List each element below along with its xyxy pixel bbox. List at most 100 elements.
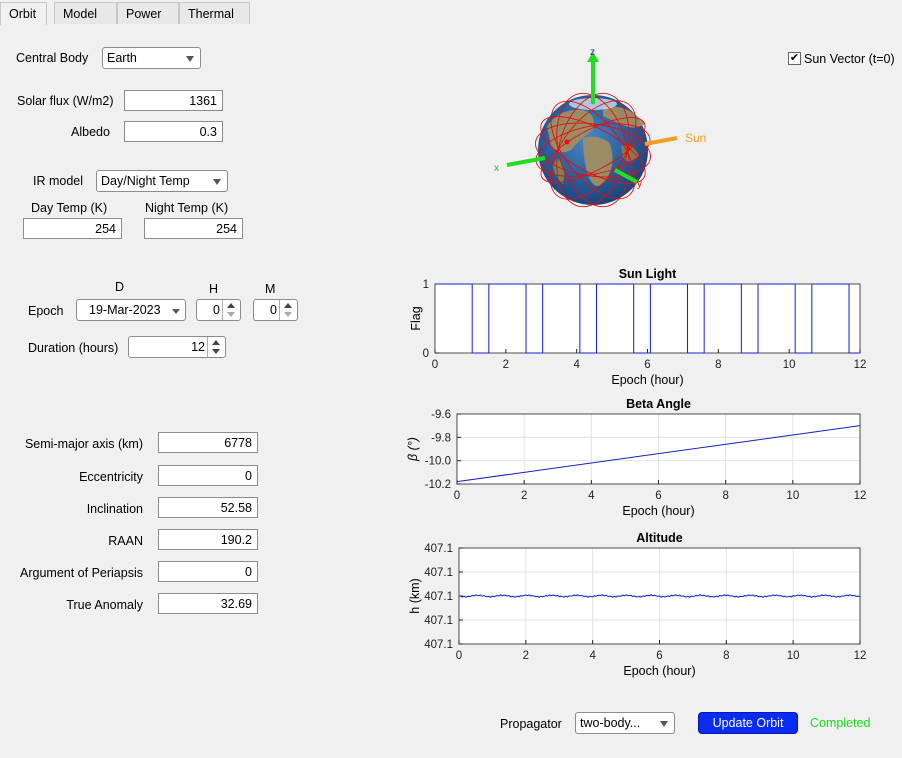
y-axis-label: β (°) (406, 437, 420, 462)
decrement-icon[interactable] (212, 349, 220, 354)
x-tick-label: 4 (573, 359, 580, 371)
check-icon: ✔ (789, 52, 800, 64)
x-tick-label: 0 (432, 359, 438, 371)
ta-label: True Anomaly (66, 598, 143, 612)
ecc-field[interactable]: 0 (158, 465, 258, 486)
night-temp-field[interactable]: 254 (144, 218, 243, 239)
x-tick-label: 2 (503, 359, 509, 371)
update-orbit-button[interactable]: Update Orbit (698, 712, 798, 734)
tab-model[interactable]: Model (54, 2, 117, 24)
x-axis-label: Epoch (hour) (623, 664, 695, 678)
x-tick-label: 4 (588, 490, 595, 502)
x-tick-label: 8 (723, 650, 729, 662)
y-axis-label: h (km) (408, 578, 422, 613)
stepper-buttons (207, 337, 225, 357)
sun-label: Sun (685, 131, 706, 145)
chart-title: Beta Angle (626, 397, 691, 411)
orbit-globe-view[interactable]: z x y Sun (485, 38, 725, 218)
duration-label: Duration (hours) (28, 341, 119, 355)
decrement-icon[interactable] (227, 312, 235, 317)
argp-field[interactable]: 0 (158, 561, 258, 582)
tab-model-label: Model (63, 7, 98, 21)
charts-area: 0 2 4 6 8 10 12 0 1 Sun Light Epoch (hour) Flag 0 2 4 6… (406, 267, 867, 678)
y-axis (614, 168, 638, 184)
y-tick-label: 407.1 (424, 543, 453, 555)
y-tick-label: 407.1 (424, 639, 453, 651)
duration-value: 12 (191, 340, 205, 354)
y-tick-label: 1 (423, 279, 429, 291)
chart-0: 0 2 4 6 8 10 12 0 1 Sun Light Epoch (hour) Flag (409, 267, 866, 387)
chevron-down-icon (186, 56, 194, 62)
decrement-icon[interactable] (284, 312, 292, 317)
sun-vector-checkbox[interactable]: ✔ (788, 52, 801, 65)
y-tick-label: -10.0 (425, 456, 451, 468)
ta-field[interactable]: 32.69 (158, 593, 258, 614)
y-axis-label: y (637, 179, 642, 190)
series-line (456, 425, 861, 483)
x-tick-label: 2 (521, 490, 527, 502)
x-tick-label: 10 (786, 490, 799, 502)
y-axis-label: Flag (409, 306, 423, 330)
day-temp-field[interactable]: 254 (23, 218, 122, 239)
epoch-date-picker[interactable]: 19-Mar-2023 (76, 299, 186, 321)
minute-column-label: M (265, 282, 276, 296)
x-tick-label: 6 (656, 650, 662, 662)
x-tick-label: 10 (787, 650, 800, 662)
tab-thermal[interactable]: Thermal (179, 2, 250, 24)
z-axis-arrow-icon (587, 52, 599, 62)
tab-power[interactable]: Power (117, 2, 179, 24)
day-temp-label: Day Temp (K) (31, 201, 108, 215)
duration-stepper[interactable]: 12 (128, 336, 226, 358)
chevron-down-icon (213, 179, 221, 185)
ir-model-dropdown[interactable]: Day/Night Temp (96, 170, 228, 192)
raan-field[interactable]: 190.2 (158, 529, 258, 550)
night-temp-label: Night Temp (K) (145, 201, 229, 215)
central-body-label: Central Body (16, 51, 89, 65)
solar-flux-label: Solar flux (W/m2) (17, 94, 114, 108)
propagator-dropdown[interactable]: two-body... (575, 712, 675, 734)
y-tick-label: -9.6 (431, 409, 451, 421)
increment-icon[interactable] (284, 303, 292, 308)
propagator-label: Propagator (500, 717, 562, 731)
sun-vector-label: Sun Vector (t=0) (804, 52, 895, 66)
x-tick-label: 12 (854, 650, 867, 662)
series-line (435, 283, 860, 354)
increment-icon[interactable] (227, 303, 235, 308)
x-tick-label: 2 (523, 650, 529, 662)
tab-thermal-label: Thermal (188, 7, 234, 21)
y-tick-label: 407.1 (424, 615, 453, 627)
tab-orbit[interactable]: Orbit (0, 2, 47, 26)
albedo-field[interactable]: 0.3 (124, 121, 223, 142)
x-tick-label: 8 (715, 359, 721, 371)
chart-2: 0 2 4 6 8 10 12 407.1 407.1 407.1 407.1 407.1 Altitu… (408, 531, 866, 678)
tab-orbit-label: Orbit (9, 7, 37, 21)
epoch-minute-stepper[interactable]: 0 (253, 299, 298, 321)
albedo-label: Albedo (71, 125, 110, 139)
central-body-value: Earth (107, 51, 137, 65)
x-tick-label: 12 (854, 359, 867, 371)
central-body-dropdown[interactable]: Earth (102, 47, 201, 69)
ir-model-label: IR model (33, 174, 84, 188)
x-tick-label: 8 (722, 490, 728, 502)
inc-field[interactable]: 52.58 (158, 497, 258, 518)
z-axis-label: z (590, 47, 595, 58)
sma-field[interactable]: 6778 (158, 432, 258, 453)
propagator-value: two-body... (580, 716, 641, 730)
epoch-date-value: 19-Mar-2023 (89, 303, 161, 317)
inc-label: Inclination (86, 502, 143, 516)
x-tick-label: 12 (854, 490, 867, 502)
epoch-label: Epoch (28, 304, 64, 318)
increment-icon[interactable] (212, 340, 220, 345)
argp-label: Argument of Periapsis (20, 566, 143, 580)
plot-area (434, 283, 861, 354)
orbit-ground-tracks (535, 92, 651, 208)
day-column-label: D (115, 280, 125, 294)
solar-flux-field[interactable]: 1361 (124, 90, 223, 111)
spacecraft-marker (564, 139, 570, 145)
epoch-hour-stepper[interactable]: 0 (196, 299, 241, 321)
chart-title: Sun Light (619, 267, 677, 281)
y-tick-label: 407.1 (424, 591, 453, 603)
y-tick-label: -9.8 (431, 432, 451, 444)
raan-label: RAAN (108, 534, 143, 548)
x-axis-label: x (494, 163, 499, 174)
